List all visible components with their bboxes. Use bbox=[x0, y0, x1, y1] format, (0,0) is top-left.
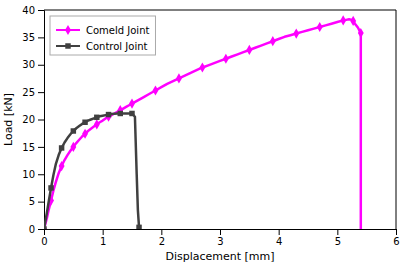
tick: 6 bbox=[393, 229, 399, 247]
marker bbox=[340, 15, 346, 25]
tick-mark bbox=[337, 229, 338, 235]
tick: 5 bbox=[335, 229, 341, 247]
marker bbox=[293, 28, 299, 38]
marker bbox=[82, 119, 87, 124]
marker bbox=[106, 112, 111, 117]
tick-mark bbox=[38, 37, 44, 38]
tick-label: 15 bbox=[22, 142, 35, 153]
tick-mark bbox=[38, 174, 44, 175]
marker bbox=[44, 226, 47, 229]
tick-mark bbox=[38, 229, 44, 230]
tick: 2 bbox=[159, 229, 165, 247]
tick: 40 bbox=[22, 5, 44, 16]
tick-mark bbox=[220, 229, 221, 235]
legend-label: Control Joint bbox=[86, 41, 148, 52]
marker bbox=[82, 129, 88, 139]
legend-label: Comeld Joint bbox=[86, 25, 149, 36]
tick-label: 3 bbox=[217, 236, 223, 247]
tick-mark bbox=[38, 65, 44, 66]
marker bbox=[199, 62, 205, 72]
legend-marker bbox=[65, 25, 71, 35]
tick-label: 2 bbox=[159, 236, 165, 247]
legend-box bbox=[50, 16, 155, 55]
tick-mark bbox=[38, 92, 44, 93]
tick-mark bbox=[396, 229, 397, 235]
x-axis-title: Displacement [mm] bbox=[165, 250, 274, 263]
tick-label: 5 bbox=[29, 196, 35, 207]
marker bbox=[59, 161, 65, 171]
tick: 0 bbox=[29, 224, 44, 235]
marker bbox=[153, 85, 159, 95]
marker bbox=[223, 54, 229, 64]
tick: 30 bbox=[22, 59, 44, 70]
tick-label: 5 bbox=[335, 236, 341, 247]
marker bbox=[350, 16, 356, 26]
series-line bbox=[44, 113, 139, 229]
marker bbox=[129, 99, 135, 109]
frame bbox=[396, 10, 397, 229]
marker bbox=[94, 115, 99, 120]
legend-item: Control Joint bbox=[56, 41, 148, 52]
axis-line bbox=[45, 230, 397, 236]
tick-label: 4 bbox=[276, 236, 282, 247]
marker bbox=[176, 73, 182, 83]
legend-item: Comeld Joint bbox=[56, 25, 149, 36]
tick: 15 bbox=[22, 142, 44, 153]
tick: 35 bbox=[22, 32, 44, 43]
tick-label: 35 bbox=[22, 32, 35, 43]
tick-mark bbox=[38, 10, 44, 11]
tick: 3 bbox=[217, 229, 223, 247]
series-line bbox=[44, 19, 361, 229]
tick: 0 bbox=[41, 229, 47, 247]
marker bbox=[117, 105, 123, 115]
series-group bbox=[44, 15, 364, 229]
tick-mark bbox=[279, 229, 280, 235]
tick-label: 30 bbox=[22, 59, 35, 70]
marker bbox=[59, 145, 64, 150]
y-axis: 0 5 10 15 20 25 30 35 40 bbox=[22, 5, 44, 235]
tick-mark bbox=[38, 120, 44, 121]
axis-line bbox=[38, 11, 45, 230]
tick-mark bbox=[103, 229, 104, 235]
tick-mark bbox=[38, 147, 44, 148]
tick-label: 10 bbox=[22, 169, 35, 180]
tick-label: 40 bbox=[22, 5, 35, 16]
y-axis-title: Load [kN] bbox=[2, 93, 15, 146]
tick-mark bbox=[38, 202, 44, 203]
marker bbox=[71, 128, 76, 133]
tick: 4 bbox=[276, 229, 282, 247]
frame bbox=[44, 10, 396, 11]
chart: 0 1 2 3 4 5 6 0 5 10 15 20 25 30 35 40 Comeld Joint Contr… bbox=[0, 0, 412, 265]
tick: 20 bbox=[22, 114, 44, 125]
plot: 0 1 2 3 4 5 6 0 5 10 15 20 25 30 35 40 Comeld Joint Contr… bbox=[22, 5, 399, 247]
tick: 10 bbox=[22, 169, 44, 180]
marker bbox=[118, 111, 123, 116]
marker bbox=[70, 142, 76, 152]
tick-label: 0 bbox=[29, 224, 35, 235]
legend-marker bbox=[65, 43, 70, 48]
x-axis: 0 1 2 3 4 5 6 bbox=[41, 229, 399, 247]
tick: 25 bbox=[22, 87, 44, 98]
marker bbox=[129, 111, 134, 116]
tick-label: 20 bbox=[22, 114, 35, 125]
tick: 1 bbox=[100, 229, 106, 247]
tick-label: 1 bbox=[100, 236, 106, 247]
marker bbox=[317, 22, 323, 32]
marker bbox=[246, 45, 252, 55]
tick-label: 0 bbox=[41, 236, 47, 247]
tick-label: 6 bbox=[393, 236, 399, 247]
tick: 5 bbox=[29, 196, 44, 207]
marker bbox=[136, 225, 141, 229]
tick-mark bbox=[161, 229, 162, 235]
marker bbox=[106, 112, 112, 122]
legend: Comeld Joint Control Joint bbox=[50, 16, 155, 55]
marker bbox=[48, 185, 53, 190]
marker bbox=[270, 36, 276, 46]
tick-label: 25 bbox=[22, 87, 35, 98]
marker bbox=[94, 119, 100, 129]
marker bbox=[358, 28, 364, 38]
